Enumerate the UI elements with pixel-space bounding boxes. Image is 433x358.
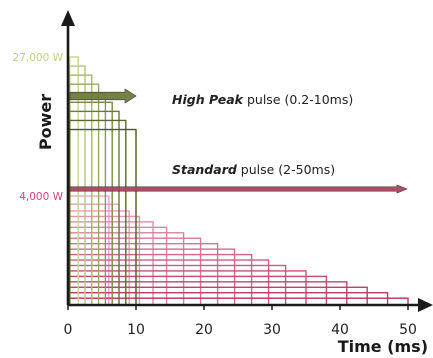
pulse-bar — [68, 83, 100, 306]
pulse-bar — [68, 286, 368, 306]
pulse-bar — [68, 195, 110, 306]
x-tick-label: 30 — [263, 322, 281, 338]
series-annotation-emphasis: High Peak — [172, 92, 244, 107]
x-tick-label: 0 — [64, 322, 73, 338]
series-annotation-emphasis: Standard — [172, 162, 238, 177]
x-tick-label: 50 — [399, 322, 417, 338]
pulse-series-1 — [68, 195, 409, 306]
pulse-arrow-0 — [69, 88, 137, 104]
x-axis-title: Time (ms) — [338, 337, 428, 356]
chart-labels: 0 10 20 30 40 50 27,000 W 4,000 W Time (ms) Power… — [13, 52, 428, 356]
pulse-bar — [68, 253, 253, 306]
series-annotation-rest: pulse (2-50ms) — [237, 162, 335, 177]
axes — [61, 10, 433, 312]
series-annotation: High Peak pulse (0.2-10ms) — [172, 92, 353, 107]
pulse-arrows — [69, 88, 408, 194]
pulse-bar — [68, 275, 328, 306]
x-tick-label: 20 — [195, 322, 213, 338]
series-annotation: Standard pulse (2-50ms) — [172, 162, 335, 177]
y-axis-arrowhead — [61, 10, 75, 26]
pulse-bar — [68, 92, 107, 306]
y-axis-title: Power — [36, 94, 55, 150]
y-value-label: 4,000 W — [19, 191, 63, 203]
x-axis-arrowhead — [418, 298, 433, 312]
series-annotation-rest: pulse (0.2-10ms) — [243, 92, 353, 107]
y-value-label: 27,000 W — [13, 52, 64, 64]
x-tick-label: 10 — [127, 322, 145, 338]
pulse-arrow-1 — [69, 184, 408, 194]
x-tick-label: 40 — [331, 322, 349, 338]
